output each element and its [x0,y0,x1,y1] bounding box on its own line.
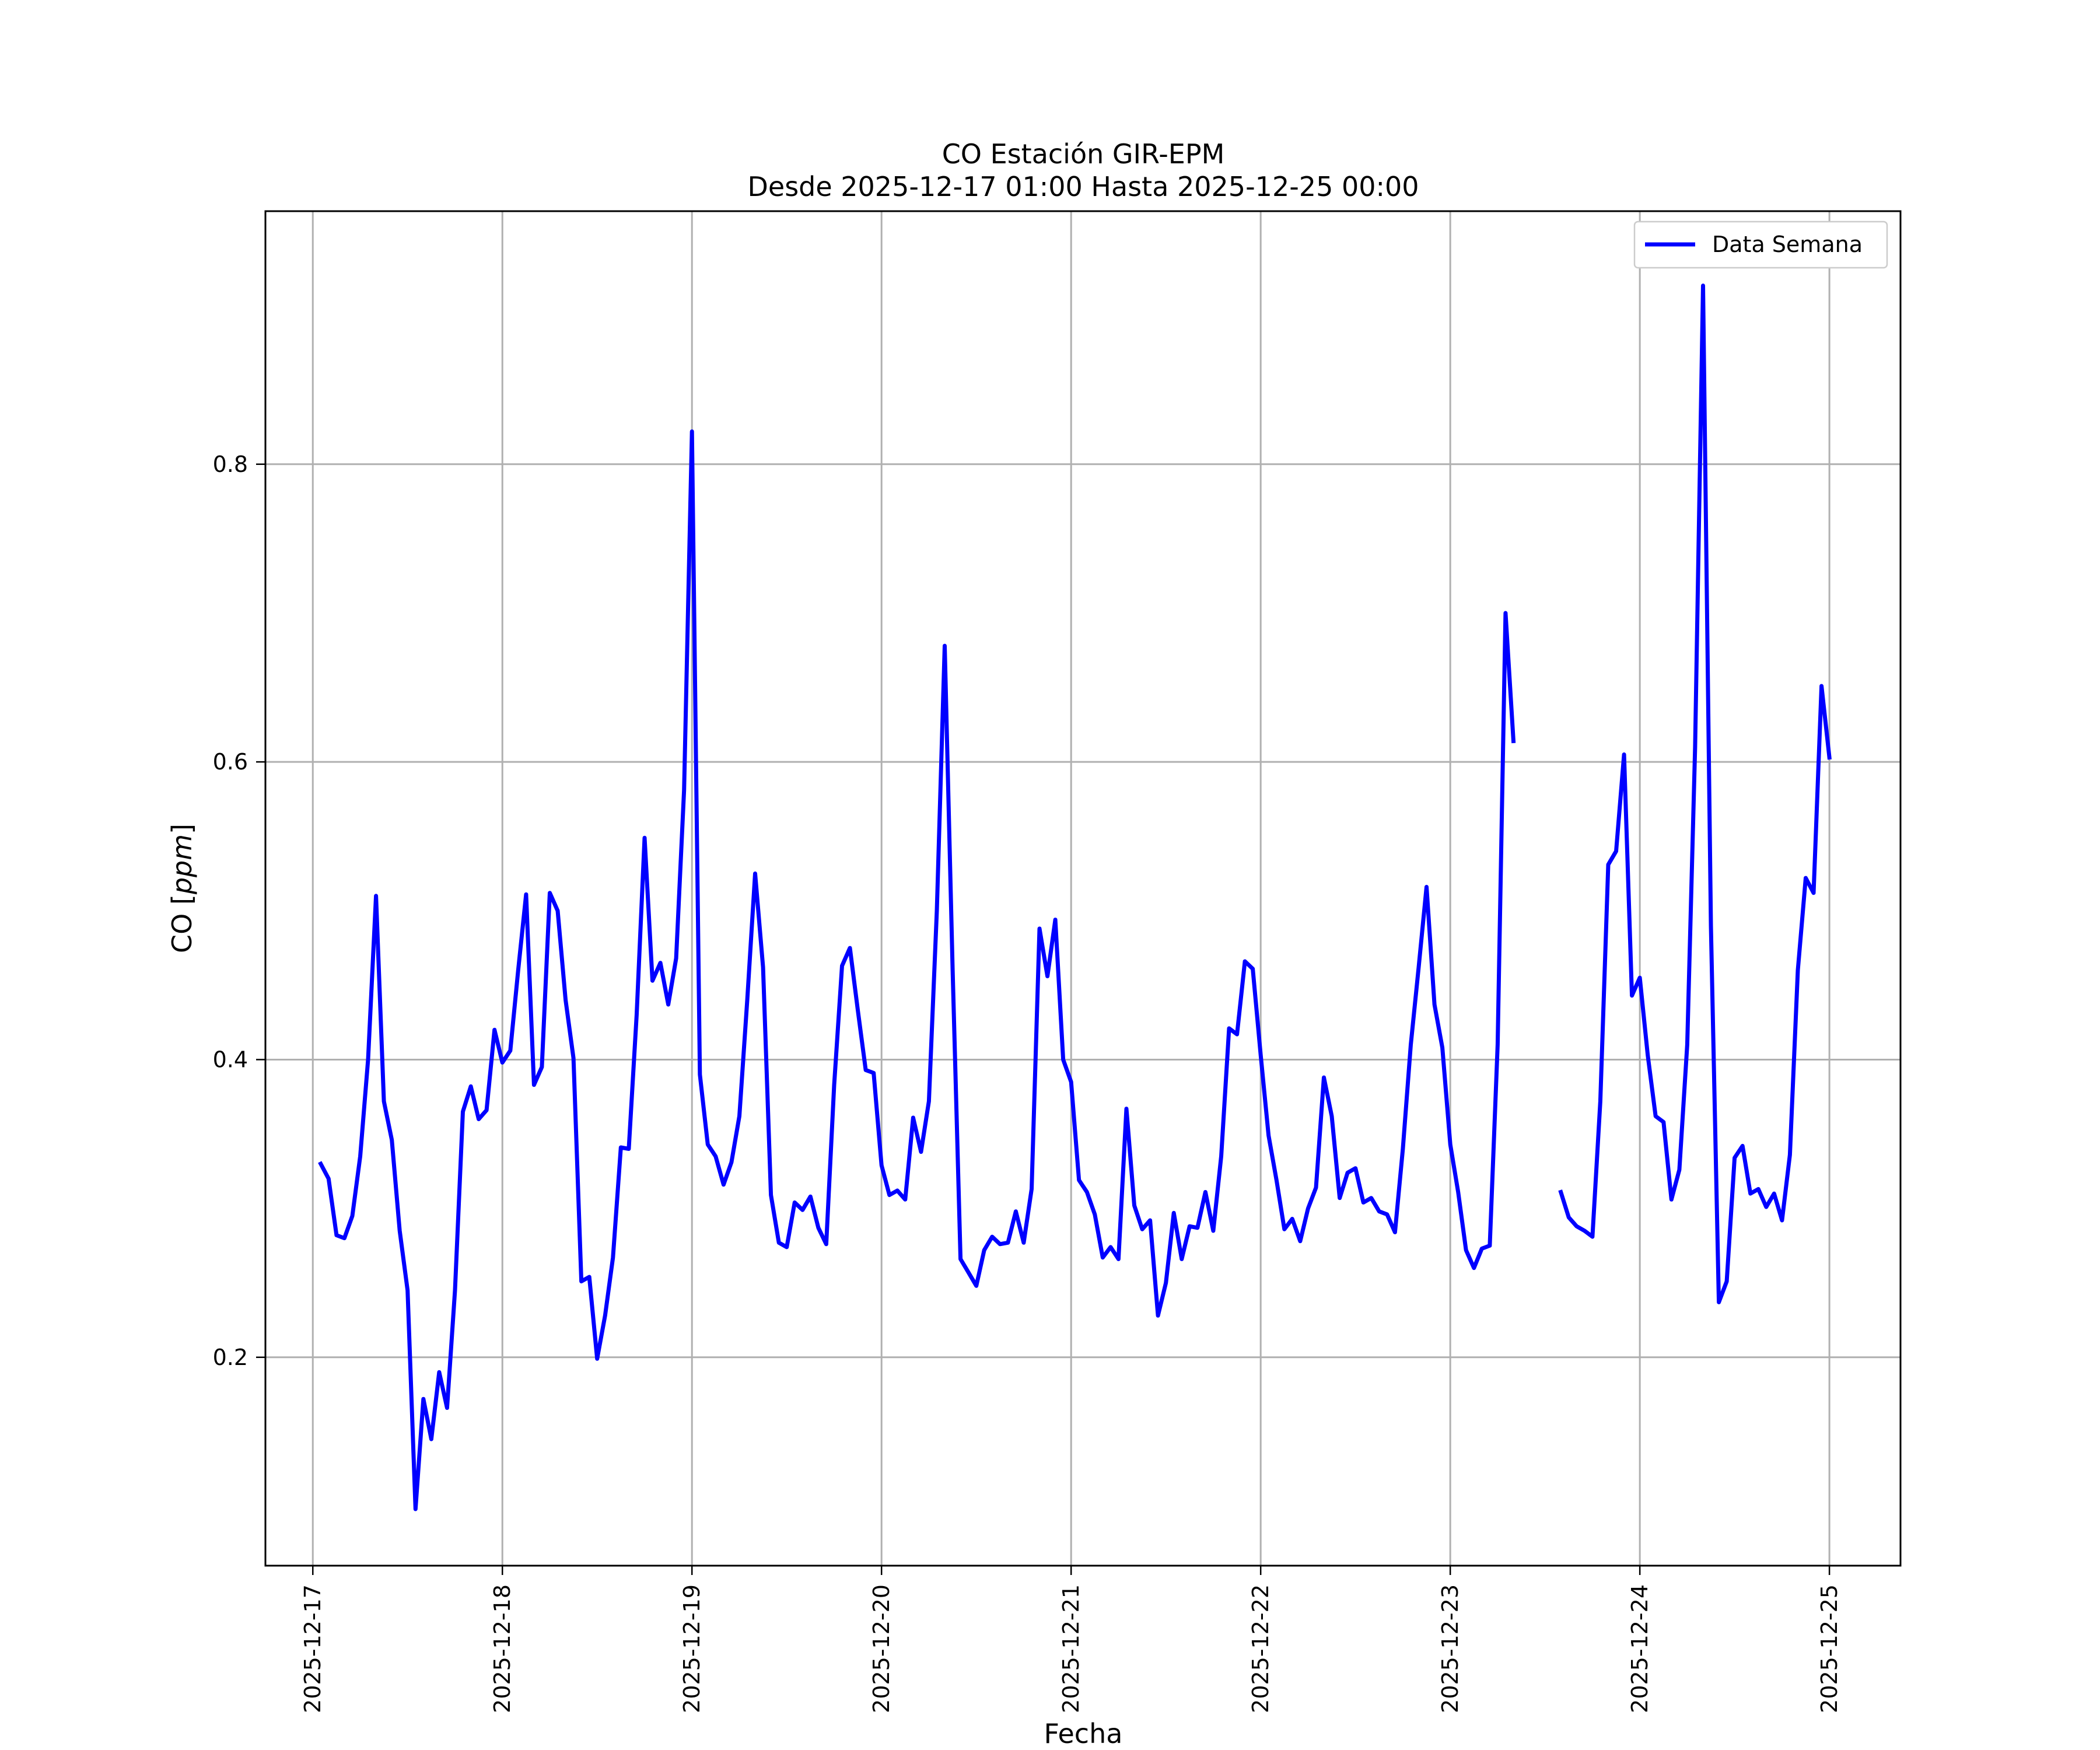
plot-frame [264,210,1902,1567]
x-tick-label-5: 2025-12-22 [1248,1584,1273,1713]
x-axis-label-text: Fecha [1044,1718,1123,1749]
x-tick-label-3: 2025-12-20 [869,1584,894,1713]
series-line-data-semana [318,284,1832,1511]
x-tick-label-1: 2025-12-18 [489,1584,515,1713]
x-tick-label-8: 2025-12-25 [1817,1584,1842,1713]
x-tick-label-6: 2025-12-23 [1437,1584,1463,1713]
y-axis-label: CO [ppm] [166,824,198,953]
x-tick-label-0: 2025-12-17 [300,1584,326,1713]
y-tick-label-1: 0.4 [213,1046,248,1072]
chart-subtitle: Desde 2025-12-17 01:00 Hasta 2025-12-25 … [747,171,1419,202]
y-tick-label-0: 0.2 [213,1345,248,1370]
legend-entry-data-semana: Data Semana [1712,232,1863,257]
legend: Data Semana [1633,220,1888,269]
axis-ticks: 2025-12-17 2025-12-18 2025-12-19 2025-12-20… [213,452,1843,1713]
x-tick-label-4: 2025-12-21 [1058,1584,1084,1713]
series-layer [318,284,1832,1511]
x-tick-label-2: 2025-12-19 [679,1584,705,1713]
x-tick-label-7: 2025-12-24 [1627,1584,1653,1713]
y-tick-label-3: 0.8 [213,452,248,477]
chart-title: CO Estación GIR-EPM [942,138,1225,170]
legend-box [1633,220,1888,269]
y-tick-label-2: 0.6 [213,749,248,775]
